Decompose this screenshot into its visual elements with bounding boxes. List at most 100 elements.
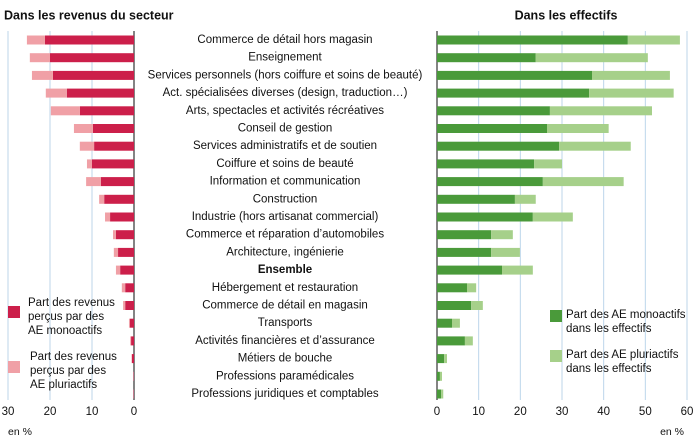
- bar-segment: [444, 354, 447, 364]
- bar-segment: [50, 106, 80, 116]
- bar-segment: [125, 301, 134, 310]
- bar-segment: [437, 53, 536, 63]
- bar-segment: [44, 35, 134, 45]
- bar-segment: [549, 106, 652, 116]
- bar-segment: [437, 106, 550, 116]
- category-label: Services administratifs et de soutien: [193, 140, 377, 152]
- bar-segment: [471, 301, 483, 310]
- x-tick-label: 40: [597, 406, 610, 418]
- legend-label: Part des AE monoactifs dans les effectif…: [566, 309, 686, 335]
- bar-segment: [534, 159, 562, 169]
- bar-segment: [437, 212, 533, 222]
- legend-swatch: [8, 361, 20, 373]
- x-tick-label: 0: [434, 406, 440, 418]
- legend-label: Part des revenus perçus par des AE monoa…: [28, 297, 115, 337]
- category-label: Métiers de bouche: [238, 353, 333, 365]
- legend-swatch: [550, 350, 562, 362]
- bar-segment: [535, 53, 648, 63]
- bar-segment: [532, 212, 573, 222]
- bar-segment: [115, 230, 134, 240]
- bar-segment: [105, 212, 111, 222]
- bar-segment: [441, 389, 444, 399]
- bar-segment: [437, 70, 592, 80]
- category-label: Construction: [253, 193, 318, 205]
- x-tick-label: 0: [131, 406, 137, 418]
- bar-segment: [467, 283, 477, 293]
- bar-segment: [437, 336, 465, 346]
- category-label: Architecture, ingénierie: [226, 246, 344, 258]
- bar-segment: [437, 141, 560, 151]
- legend-label: Part des AE pluriactifs dans les effecti…: [566, 349, 679, 375]
- left-title: Dans les revenus du secteur: [4, 8, 174, 22]
- bar-segment: [437, 230, 492, 240]
- bar-segment: [439, 371, 442, 381]
- bar-segment: [437, 265, 502, 275]
- category-label: Services personnels (hors coiffure et so…: [148, 69, 423, 81]
- bar-segment: [437, 177, 543, 187]
- bar-segment: [491, 230, 513, 240]
- bar-segment: [26, 35, 45, 45]
- bar-segment: [589, 88, 674, 98]
- x-tick-label: 10: [472, 406, 485, 418]
- category-label: Professions juridiques et comptables: [191, 388, 379, 400]
- bar-segment: [437, 159, 535, 169]
- bar-segment: [129, 318, 134, 328]
- bar-segment: [547, 124, 609, 133]
- bar-segment: [437, 194, 515, 204]
- category-label: Commerce de détail en magasin: [202, 300, 368, 312]
- bar-segment: [131, 336, 134, 346]
- bar-segment: [29, 53, 50, 63]
- bar-segment: [86, 159, 92, 169]
- bar-segment: [121, 283, 126, 293]
- left-x-label: en %: [8, 426, 32, 438]
- bar-segment: [627, 35, 680, 45]
- category-label: Enseignement: [248, 52, 322, 64]
- bar-segment: [94, 141, 134, 151]
- category-label: Transports: [258, 317, 313, 329]
- category-label: Conseil de gestion: [238, 123, 333, 135]
- bar-segment: [113, 247, 119, 257]
- bar-segment: [437, 318, 452, 328]
- bar-segment: [115, 265, 121, 275]
- x-tick-label: 30: [2, 406, 15, 418]
- category-label: Industrie (hors artisanat commercial): [192, 211, 379, 223]
- category-label: Ensemble: [258, 264, 312, 276]
- category-label: Activités financières et d’assurance: [195, 335, 375, 347]
- bar-segment: [73, 124, 93, 133]
- bar-segment: [437, 35, 628, 45]
- bar-segment: [437, 371, 440, 381]
- bar-segment: [66, 88, 134, 98]
- bar-segment: [45, 88, 67, 98]
- bar-segment: [120, 265, 134, 275]
- bar-segment: [437, 88, 590, 98]
- category-label: Coiffure et soins de beauté: [216, 158, 353, 170]
- bar-segment: [118, 247, 134, 257]
- legend-swatch: [8, 306, 20, 318]
- bar-segment: [437, 247, 492, 257]
- bar-segment: [92, 124, 134, 133]
- category-label: Commerce de détail hors magasin: [197, 34, 372, 46]
- right-title: Dans les effectifs: [515, 8, 618, 22]
- bar-segment: [110, 212, 134, 222]
- bar-segment: [104, 194, 134, 204]
- bar-segment: [514, 194, 536, 204]
- category-label: Information et communication: [210, 176, 361, 188]
- x-tick-label: 20: [514, 406, 527, 418]
- category-label: Arts, spectacles et activités récréative…: [186, 105, 384, 117]
- bar-segment: [131, 354, 134, 364]
- bar-segment: [491, 247, 520, 257]
- legend-swatch: [550, 310, 562, 322]
- bar-segment: [50, 53, 134, 63]
- x-tick-label: 50: [639, 406, 652, 418]
- bar-segment: [437, 283, 467, 293]
- bar-segment: [31, 70, 53, 80]
- category-label: Professions paramédicales: [216, 370, 354, 382]
- bar-segment: [559, 141, 631, 151]
- bar-segment: [437, 124, 547, 133]
- x-tick-label: 10: [86, 406, 99, 418]
- bar-segment: [542, 177, 624, 187]
- category-label: Commerce et réparation d’automobiles: [186, 229, 384, 241]
- legend-label: Part des revenus perçus par des AE pluri…: [30, 351, 117, 391]
